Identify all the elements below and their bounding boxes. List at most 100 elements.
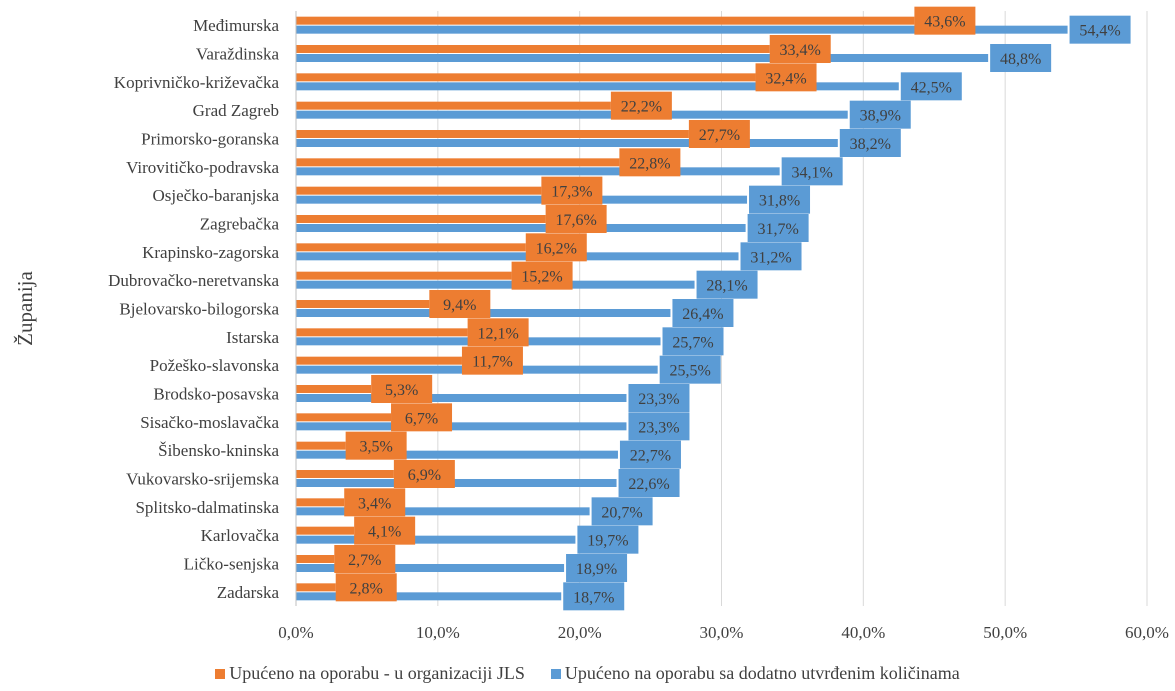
legend-item-dodatno: Upućeno na oporabu sa dodatno utvrđenim …: [550, 663, 960, 684]
category-label: Brodsko-posavska: [153, 385, 279, 404]
bar-jls: [296, 526, 355, 535]
data-label-dodatno: 38,9%: [860, 108, 901, 125]
data-label-dodatno: 28,1%: [706, 278, 747, 295]
data-label-box-jls: [461, 346, 523, 375]
bar-dodatno: [296, 592, 562, 601]
bar-jls: [296, 555, 335, 563]
data-label-box-dodatno: [781, 157, 843, 186]
category-label: Šibensko-kninska: [158, 441, 279, 460]
data-label-box-dodatno: [839, 129, 901, 157]
data-label-jls: 4,1%: [368, 524, 401, 541]
bar-jls: [296, 300, 430, 308]
data-label-dodatno: 38,2%: [850, 136, 891, 153]
data-label-box-dodatno: [619, 440, 681, 469]
legend-swatch-jls: [215, 668, 226, 679]
data-label-jls: 27,7%: [699, 127, 740, 144]
category-label: Bjelovarsko-bilogorska: [119, 300, 279, 319]
data-label-box-jls: [334, 545, 396, 573]
data-label-dodatno: 31,8%: [759, 193, 800, 210]
data-label-box-dodatno: [563, 582, 625, 611]
data-label-dodatno: 18,7%: [573, 589, 614, 606]
bar-jls: [296, 73, 756, 82]
legend-label-jls: Upućeno na oporabu - u organizaciji JLS: [229, 663, 525, 683]
data-label-box-jls: [541, 176, 603, 205]
x-tick-label: 0,0%: [278, 623, 313, 642]
bar-jls: [296, 101, 611, 110]
data-label-box-dodatno: [659, 355, 721, 384]
bar-dodatno: [296, 54, 989, 62]
legend: Upućeno na oporabu - u organizaciji JLS …: [0, 663, 1175, 684]
data-label-jls: 16,2%: [536, 240, 577, 257]
bar-jls: [296, 158, 620, 167]
data-label-box-dodatno: [740, 242, 802, 271]
category-label: Virovitičko-podravska: [126, 158, 279, 177]
data-label-box-dodatno: [628, 412, 690, 441]
bar-jls: [296, 130, 689, 138]
x-tick-label: 40,0%: [841, 623, 885, 642]
data-label-box-jls: [354, 516, 416, 545]
data-label-box-jls: [371, 375, 433, 403]
data-label-box-dodatno: [566, 554, 628, 582]
data-label-jls: 12,1%: [477, 325, 518, 342]
category-label: Grad Zagreb: [193, 101, 279, 120]
data-label-box-dodatno: [696, 270, 758, 299]
bar-dodatno: [296, 167, 780, 176]
data-label-box-dodatno: [990, 44, 1052, 72]
data-label-box-dodatno: [747, 214, 809, 242]
data-label-box-dodatno: [662, 327, 724, 356]
category-label: Zagrebačka: [200, 215, 280, 234]
data-label-dodatno: 22,7%: [630, 448, 671, 465]
category-label: Dubrovačko-neretvanska: [108, 271, 279, 290]
data-label-jls: 17,6%: [555, 212, 596, 229]
data-label-dodatno: 18,9%: [576, 561, 617, 578]
bar-chart: 0,0% 10,0% 20,0% 30,0% 40,0% 50,0% 60,0% Župani…: [13, 6, 1169, 642]
bar-dodatno: [296, 450, 618, 459]
data-label-box-dodatno: [672, 299, 734, 327]
x-tick-label: 20,0%: [558, 623, 602, 642]
data-label-jls: 6,9%: [408, 467, 441, 484]
bar-jls: [296, 498, 345, 507]
category-label: Požeško-slavonska: [150, 356, 280, 375]
data-label-dodatno: 54,4%: [1079, 23, 1120, 40]
bar-jls: [296, 16, 915, 25]
data-label-jls: 15,2%: [521, 269, 562, 286]
data-label-box-jls: [545, 205, 607, 233]
bar-jls: [296, 271, 512, 280]
bar-dodatno: [296, 252, 739, 261]
data-label-dodatno: 34,1%: [791, 164, 832, 181]
bar-jls: [296, 186, 542, 195]
data-label-jls: 22,2%: [621, 99, 662, 116]
data-label-box-jls: [914, 6, 976, 35]
data-label-dodatno: 23,3%: [638, 419, 679, 436]
category-label: Splitsko-dalmatinska: [135, 498, 279, 517]
data-label-box-dodatno: [591, 497, 653, 526]
legend-item-jls: Upućeno na oporabu - u organizaciji JLS: [215, 663, 525, 684]
data-label-dodatno: 25,7%: [672, 334, 713, 351]
category-label: Sisačko-moslavačka: [140, 413, 279, 432]
data-label-box-dodatno: [749, 185, 811, 214]
bar-dodatno: [296, 479, 617, 487]
data-label-jls: 33,4%: [780, 42, 821, 59]
data-label-box-jls: [525, 233, 587, 262]
bar-dodatno: [296, 82, 899, 91]
data-label-dodatno: 26,4%: [682, 306, 723, 323]
bar-jls: [296, 470, 394, 478]
data-label-box-dodatno: [900, 72, 962, 101]
legend-label-dodatno: Upućeno na oporabu sa dodatno utvrđenim …: [564, 663, 960, 683]
data-label-dodatno: 42,5%: [911, 79, 952, 96]
category-label: Vukovarsko-srijemska: [126, 470, 279, 489]
bar-jls: [296, 356, 462, 365]
bar-dodatno: [296, 280, 695, 289]
x-tick-label: 60,0%: [1125, 623, 1169, 642]
data-label-box-jls: [335, 573, 397, 602]
category-label: Ličko-senjska: [184, 555, 280, 574]
x-tick-label: 10,0%: [416, 623, 460, 642]
data-label-jls: 2,7%: [348, 552, 381, 569]
bar-dodatno: [296, 25, 1068, 34]
bar-dodatno: [296, 394, 627, 402]
data-label-jls: 32,4%: [765, 70, 806, 87]
data-label-box-dodatno: [849, 100, 911, 129]
data-label-box-jls: [755, 63, 817, 92]
data-label-box-jls: [393, 460, 455, 488]
category-label: Varaždinska: [196, 45, 280, 64]
